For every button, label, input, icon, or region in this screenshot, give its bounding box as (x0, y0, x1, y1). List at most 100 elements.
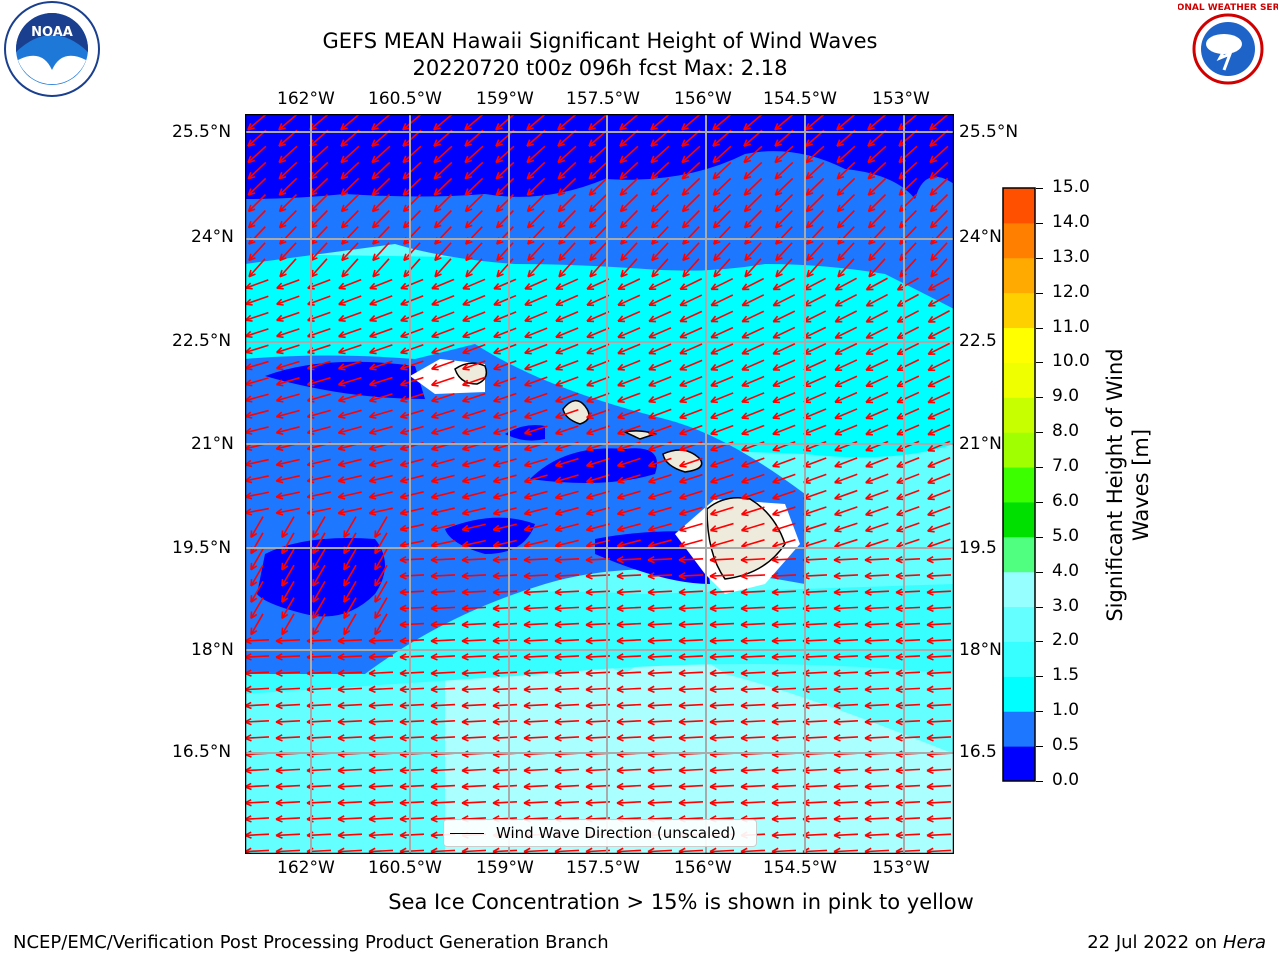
wind-wave-arrow (927, 489, 951, 500)
wind-wave-arrow (617, 343, 641, 355)
wind-wave-arrow (557, 161, 577, 180)
wind-wave-arrow (678, 784, 704, 788)
wind-wave-arrow-head (462, 331, 469, 338)
wind-wave-arrow-head (651, 192, 659, 196)
wind-wave-arrow-head (555, 315, 562, 322)
wind-wave-arrow-head (772, 460, 779, 467)
wind-wave-arrow-head (648, 513, 656, 517)
wind-wave-arrow-head (312, 548, 320, 555)
footer-date-text: 22 Jul 2022 on (1087, 932, 1223, 953)
wind-wave-arrow (399, 622, 425, 626)
wind-wave-arrow-head (710, 396, 717, 403)
wind-wave-arrow (368, 800, 394, 804)
wind-wave-arrow-head (833, 620, 841, 626)
wind-wave-arrow (926, 736, 952, 740)
wind-wave-arrow-head (617, 395, 624, 403)
wind-wave-arrow-head (493, 512, 501, 516)
wind-wave-arrow-head (896, 412, 903, 419)
wind-wave-arrow-head (400, 416, 408, 419)
wind-wave-arrow-head (372, 269, 376, 277)
wind-wave-arrow-head (554, 620, 562, 626)
wind-wave-arrow-head (836, 139, 841, 147)
wind-wave-arrow-head (495, 159, 504, 164)
wind-wave-arrow-head (867, 155, 872, 163)
wind-wave-arrow (400, 540, 424, 547)
wind-wave-arrow (833, 833, 859, 837)
wind-wave-arrow (619, 161, 639, 180)
wind-wave-arrow-head (678, 591, 686, 596)
wind-wave-arrow-head (619, 175, 628, 180)
wind-wave-arrow-head (275, 669, 283, 675)
wind-wave-arrow-head (865, 481, 873, 485)
wind-wave-arrow (772, 294, 796, 307)
wind-wave-arrow (250, 564, 264, 587)
wind-wave-arrow-head (585, 541, 593, 547)
wind-wave-arrow-head (712, 171, 717, 180)
wind-wave-arrow-head (648, 331, 655, 338)
wind-wave-arrow-head (523, 620, 531, 626)
wind-wave-arrow-head (740, 734, 748, 739)
wind-wave-arrow (245, 295, 269, 305)
wind-wave-arrow-head (929, 188, 934, 196)
wind-wave-arrow-head (400, 432, 408, 436)
wind-wave-arrow (929, 193, 949, 213)
wind-wave-arrow (338, 376, 362, 386)
wind-wave-arrow-head (527, 192, 535, 196)
wind-wave-arrow-head (247, 143, 255, 147)
wind-wave-arrow (647, 768, 673, 772)
wind-wave-arrow (523, 784, 549, 788)
wind-wave-arrow-head (647, 786, 655, 791)
wind-wave-arrow-head (588, 204, 593, 212)
wind-wave-arrow-head (371, 127, 379, 131)
wind-wave-arrow-head (926, 737, 934, 742)
wind-wave-arrow-head (864, 656, 872, 661)
wind-wave-arrow-head (710, 476, 717, 483)
wind-wave-arrow (430, 671, 456, 675)
wind-wave-arrow (710, 343, 734, 355)
wind-wave-arrow (775, 242, 793, 261)
wind-wave-arrow (400, 327, 424, 338)
wind-wave-arrow-head (833, 572, 841, 577)
wind-wave-arrow-head (402, 159, 411, 164)
wind-wave-arrow-head (523, 460, 531, 467)
wind-wave-arrow (868, 226, 886, 245)
wind-wave-arrow-head (741, 396, 748, 403)
wind-wave-arrow (275, 703, 301, 707)
wind-wave-arrow-head (399, 555, 407, 561)
wind-wave-arrow (834, 310, 858, 323)
wind-wave-arrow-head (774, 175, 783, 180)
wind-wave-arrow-head (430, 508, 438, 515)
wind-wave-arrow (926, 833, 952, 837)
wind-wave-arrow-head (836, 188, 841, 196)
wind-wave-arrow (926, 590, 952, 594)
wind-wave-arrow (740, 849, 766, 853)
wind-wave-arrow-head (926, 656, 934, 661)
wind-wave-arrow-head (930, 269, 934, 277)
wind-wave-arrow-head (337, 717, 345, 723)
wind-wave-arrow-head (709, 640, 717, 645)
wind-wave-arrow-head (710, 497, 718, 501)
wind-wave-arrow-head (464, 127, 472, 131)
wind-wave-arrow-head (585, 737, 593, 742)
wind-wave-arrow-head (650, 171, 655, 180)
wind-wave-arrow-head (771, 636, 779, 642)
wind-wave-arrow (682, 242, 700, 261)
wind-wave-arrow-head (740, 588, 748, 594)
wind-wave-arrow-head (281, 562, 284, 570)
wind-wave-arrow-head (619, 159, 628, 164)
wind-wave-arrow-head (492, 492, 500, 499)
wind-wave-arrow-head (927, 530, 935, 533)
wind-wave-arrow-head (834, 348, 841, 355)
wind-wave-arrow-head (650, 155, 655, 163)
wind-wave-arrow (927, 440, 951, 452)
wind-wave-arrow (588, 177, 608, 196)
wind-wave-arrow-head (585, 753, 593, 758)
wind-wave-arrow (709, 574, 735, 578)
wind-wave-arrow-head (400, 368, 408, 371)
wind-wave-arrow (245, 344, 269, 354)
wind-wave-arrow-head (371, 175, 380, 180)
wind-wave-arrow-head (647, 492, 655, 499)
wind-wave-arrow (340, 145, 360, 164)
wind-wave-arrow (462, 523, 486, 531)
wind-wave-arrow-head (495, 123, 500, 131)
